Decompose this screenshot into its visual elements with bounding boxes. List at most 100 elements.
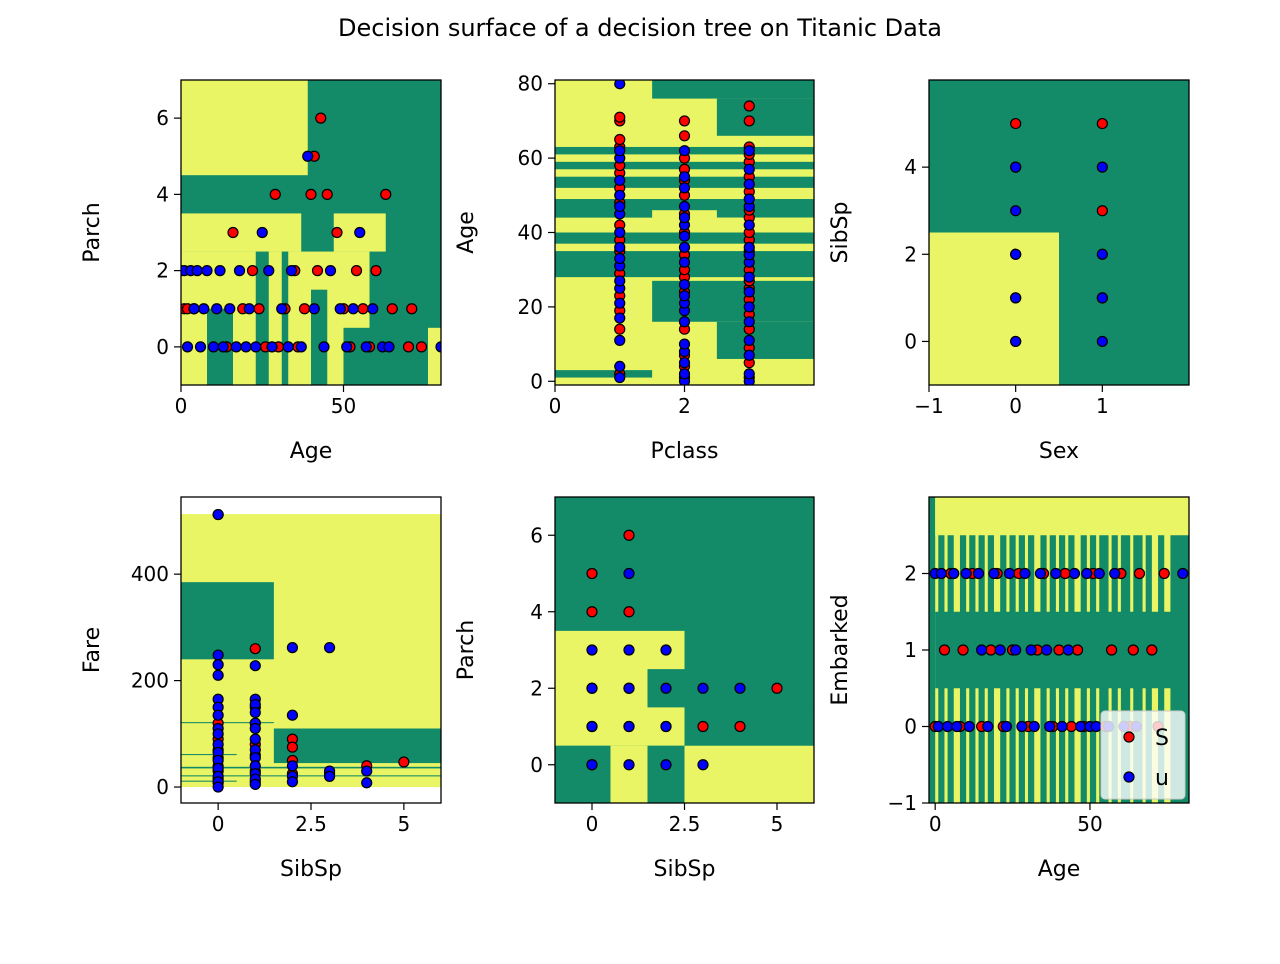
point-died [308,303,320,315]
point-died [1025,644,1037,656]
point-survived [1158,567,1170,580]
y-tick-label: 4 [904,155,917,179]
decision-region [716,98,814,136]
point-survived [623,606,635,618]
plot-area [181,80,441,385]
decision-region [273,728,441,764]
point-survived [1071,644,1084,656]
point-died [678,357,691,369]
y-axis-label: Fare [80,627,105,673]
point-died [1090,720,1102,733]
point-died [678,230,691,242]
subplot-4: 0 2.5 5 0 200 400 SibSp Fare [80,496,442,882]
point-died [623,644,635,656]
point-died [614,312,626,324]
point-died [678,256,691,268]
point-died [743,334,755,346]
point-died [266,341,278,353]
point-died [282,341,294,353]
point-died [614,252,626,265]
point-survived [370,265,382,277]
y-axis-label: Parch [80,202,105,262]
point-died [383,341,395,353]
y-tick-label: 6 [156,106,169,130]
point-died [614,371,626,384]
point-died [614,145,626,157]
point-died [286,776,299,788]
point-survived [771,682,783,694]
point-survived [743,115,755,127]
point-died [217,341,229,353]
y-axis-label: Embarked [828,594,853,705]
point-survived [246,265,259,277]
decision-region [610,745,648,803]
point-died [249,660,261,672]
y-tick-label: 40 [518,221,543,245]
point-died [1096,335,1108,348]
point-survived [1133,567,1146,580]
y-tick-label: 0 [904,715,917,739]
point-died [1068,567,1081,580]
point-survived [1065,720,1077,733]
axes-frame [180,79,442,386]
plot-area [555,497,814,803]
x-axis-label: SibSp [654,857,716,882]
point-died [347,303,359,315]
point-survived [398,756,410,768]
point-died [240,341,252,353]
point-died [286,709,299,721]
point-died [233,265,246,277]
point-died [194,341,207,353]
point-died [212,649,224,661]
x-axis-label: Sex [1039,439,1079,464]
point-died [214,265,226,277]
point-died [360,341,372,353]
point-survived [380,188,392,200]
point-died [678,290,691,302]
point-survived [614,111,626,123]
point-survived [1059,567,1071,580]
decision-region [555,370,653,378]
legend-box [1100,710,1186,800]
point-died [743,368,755,380]
decision-region [684,745,814,803]
point-died [1044,720,1056,733]
point-survived [315,112,327,124]
point-died [207,341,220,353]
subplot-6: 0 50 −1 0 1 2 Age Embarked Su [828,496,1190,882]
point-died [212,508,224,521]
decision-region [343,327,370,385]
point-died [191,265,203,277]
point-survived [614,133,626,146]
point-died [212,781,224,793]
y-tick-label: 2 [156,259,169,283]
point-died [1034,567,1047,580]
point-died [435,341,441,353]
plot-area [555,80,814,385]
point-died [201,265,213,277]
subplot-5: 0 2.5 5 0 2 4 6 SibSp Parch [454,496,815,882]
y-tick-label: 2 [904,562,917,586]
y-tick-label: 0 [904,329,917,353]
point-died [678,338,691,350]
point-died [256,226,268,239]
point-died [935,567,947,580]
y-tick-label: 0 [530,753,543,777]
point-died [976,644,988,656]
point-died [211,303,223,315]
point-died [743,301,755,313]
x-tick-label: 5 [771,812,784,836]
point-died [249,722,261,735]
legend-marker [1123,731,1135,743]
x-tick-label: 0 [1009,394,1022,418]
point-died [660,759,672,771]
point-died [678,145,691,157]
point-died [678,368,691,380]
decision-region [428,327,441,385]
point-survived [734,720,746,733]
legend-label: S [1155,726,1169,751]
point-died [623,682,635,694]
point-died [678,241,691,253]
point-survived [286,741,299,753]
